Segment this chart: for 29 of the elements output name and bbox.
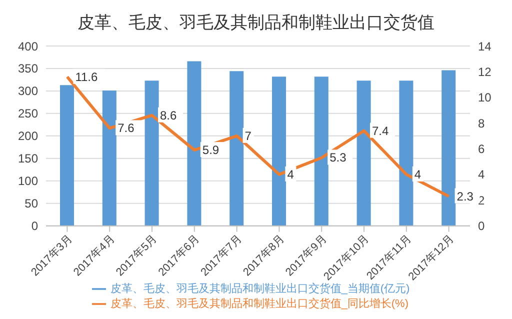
y2-tick-label: 14	[478, 39, 492, 54]
y2-tick-label: 6	[478, 142, 485, 156]
data-label: 8.6	[160, 108, 178, 122]
chart-title: 皮革、毛皮、羽毛及其制品和制鞋业出口交货值	[76, 12, 436, 34]
data-label: 11.6	[75, 70, 98, 84]
y-tick-label: 0	[31, 219, 38, 234]
y-tick-label: 50	[24, 196, 38, 211]
legend-label: 皮革、毛皮、羽毛及其制品和制鞋业出口交货值_当期值(亿元)	[110, 282, 410, 295]
data-label: 2.3	[456, 189, 474, 204]
y-tick-label: 200	[18, 129, 38, 144]
y-tick-label: 400	[18, 39, 38, 54]
data-label: 5.3	[330, 150, 347, 165]
y-tick-label: 100	[18, 174, 38, 188]
y-tick-label: 150	[18, 152, 38, 166]
y-tick-label: 250	[18, 106, 38, 121]
data-label: 5.9	[202, 143, 220, 158]
y2-tick-label: 0	[478, 219, 485, 234]
data-label: 7.6	[118, 121, 135, 136]
y2-tick-label: 10	[478, 90, 492, 105]
y-tick-label: 350	[18, 62, 38, 76]
data-label: 4	[414, 167, 422, 182]
data-label: 4	[287, 167, 294, 182]
data-label: 7.4	[372, 124, 390, 138]
legend-label: 皮革、毛皮、羽毛及其制品和制鞋业出口交货值_同比增长(%)	[110, 298, 408, 310]
y2-tick-label: 8	[478, 116, 485, 130]
data-label: 7	[244, 128, 252, 143]
y2-tick-label: 4	[478, 168, 485, 182]
y-tick-label: 300	[18, 84, 38, 98]
y2-tick-label: 12	[478, 64, 492, 79]
